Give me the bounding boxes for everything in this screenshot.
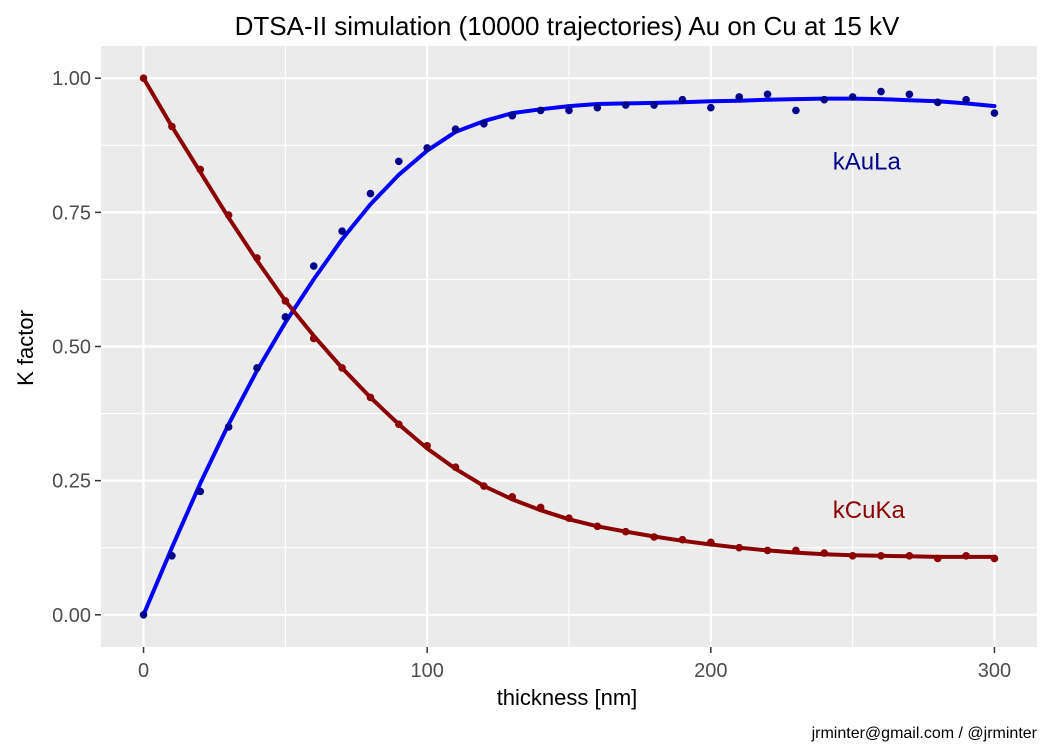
data-point-kaula	[480, 120, 488, 128]
data-point-kaula	[990, 109, 999, 117]
data-point-kaula	[678, 95, 687, 104]
data-point-kaula	[395, 157, 403, 166]
data-point-kaula	[820, 95, 829, 104]
data-point-kcuka	[508, 492, 517, 501]
data-point-kaula	[962, 95, 970, 104]
data-point-kaula	[593, 103, 602, 112]
data-point-kcuka	[565, 514, 573, 523]
data-point-kaula	[735, 93, 743, 101]
x-tick-label: 300	[978, 660, 1011, 682]
caption: jrminter@gmail.com / @jrminter	[811, 725, 1038, 742]
data-point-kaula	[536, 106, 545, 115]
data-point-kcuka	[990, 554, 999, 563]
data-point-kcuka	[962, 551, 970, 560]
data-point-kcuka	[451, 463, 460, 472]
data-point-kaula	[451, 125, 460, 133]
series-label-kaula: kAuLa	[833, 148, 902, 175]
data-point-kaula	[508, 111, 517, 120]
data-point-kcuka	[877, 551, 885, 560]
data-point-kaula	[196, 487, 205, 496]
data-point-kaula	[281, 313, 290, 321]
data-point-kaula	[933, 98, 942, 107]
data-point-kaula	[621, 101, 630, 109]
y-tick-label: 0.50	[52, 337, 91, 359]
data-point-kaula	[224, 423, 233, 431]
data-point-kaula	[168, 551, 176, 560]
data-point-kcuka	[253, 254, 261, 262]
data-point-kaula	[707, 103, 715, 112]
data-point-kcuka	[707, 538, 715, 547]
data-point-kcuka	[536, 503, 545, 512]
data-point-kcuka	[621, 527, 630, 536]
x-tick-label: 200	[694, 660, 727, 682]
data-point-kcuka	[224, 211, 233, 219]
data-point-kcuka	[480, 482, 488, 490]
data-point-kaula	[253, 364, 261, 372]
data-point-kaula	[338, 227, 346, 235]
data-point-kaula	[877, 87, 885, 96]
data-point-kcuka	[309, 334, 318, 343]
y-tick-label: 0.00	[52, 605, 91, 627]
data-point-kaula	[848, 93, 857, 101]
data-point-kcuka	[820, 549, 829, 557]
x-tick-label: 0	[138, 660, 149, 682]
data-point-kcuka	[593, 522, 602, 531]
x-tick-label: 100	[410, 660, 443, 682]
data-point-kcuka	[423, 441, 431, 450]
y-tick-label: 1.00	[52, 68, 91, 90]
y-axis-title: K factor	[13, 310, 38, 386]
y-tick-label: 0.25	[52, 471, 91, 493]
data-point-kcuka	[281, 297, 290, 305]
data-point-kaula	[565, 106, 573, 115]
data-point-kcuka	[678, 535, 687, 544]
series-labels: kAuLa kCuKa	[833, 148, 906, 524]
data-point-kaula	[139, 611, 148, 619]
data-point-kaula	[366, 189, 375, 198]
data-point-kcuka	[168, 122, 176, 131]
data-point-kcuka	[139, 74, 148, 82]
data-point-kaula	[792, 106, 800, 115]
data-point-kcuka	[792, 546, 800, 555]
chart-title: DTSA-II simulation (10000 trajectories) …	[235, 11, 900, 41]
x-axis-title: thickness [nm]	[497, 685, 638, 710]
data-point-kcuka	[650, 533, 658, 541]
data-point-kaula	[905, 90, 914, 99]
data-point-kaula	[423, 144, 431, 152]
data-point-kcuka	[366, 393, 375, 402]
data-point-kaula	[309, 262, 318, 270]
data-point-kcuka	[735, 543, 743, 552]
data-point-kcuka	[196, 165, 205, 174]
data-point-kcuka	[395, 420, 403, 429]
data-point-kcuka	[338, 364, 346, 372]
data-point-kcuka	[905, 551, 914, 560]
data-point-kaula	[650, 101, 658, 109]
data-point-kaula	[763, 90, 772, 99]
x-axis: 0 100 200 300	[138, 647, 1011, 682]
data-point-kcuka	[848, 551, 857, 560]
series-label-kcuka: kCuKa	[833, 497, 906, 524]
y-axis: 0.00 0.25 0.50 0.75 1.00	[52, 68, 101, 627]
data-point-kcuka	[763, 546, 772, 555]
data-point-kcuka	[933, 554, 942, 563]
y-tick-label: 0.75	[52, 202, 91, 224]
data-points	[139, 74, 999, 619]
